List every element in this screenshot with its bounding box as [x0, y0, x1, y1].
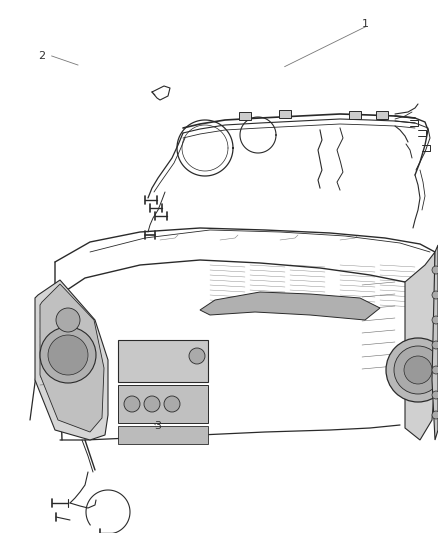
Circle shape: [40, 327, 96, 383]
Circle shape: [48, 335, 88, 375]
Text: 3: 3: [154, 422, 161, 431]
Circle shape: [144, 396, 160, 412]
Bar: [118, 340, 208, 382]
Bar: [118, 385, 208, 423]
Text: 2: 2: [38, 51, 45, 61]
Circle shape: [432, 291, 438, 299]
Circle shape: [164, 396, 180, 412]
Bar: [239, 112, 251, 120]
Circle shape: [189, 348, 205, 364]
Circle shape: [432, 266, 438, 274]
Circle shape: [124, 396, 140, 412]
Polygon shape: [432, 245, 438, 440]
Polygon shape: [405, 252, 435, 440]
Circle shape: [394, 346, 438, 394]
Polygon shape: [40, 284, 104, 432]
Circle shape: [386, 338, 438, 402]
Circle shape: [404, 356, 432, 384]
Circle shape: [432, 366, 438, 374]
Circle shape: [56, 308, 80, 332]
Polygon shape: [200, 292, 380, 320]
Circle shape: [432, 316, 438, 324]
Polygon shape: [35, 280, 108, 440]
Bar: [376, 111, 388, 119]
Bar: [118, 426, 208, 444]
Text: 1: 1: [362, 19, 369, 29]
Circle shape: [432, 391, 438, 399]
Circle shape: [432, 411, 438, 419]
Bar: [279, 110, 291, 118]
Circle shape: [432, 341, 438, 349]
Bar: [349, 111, 361, 119]
